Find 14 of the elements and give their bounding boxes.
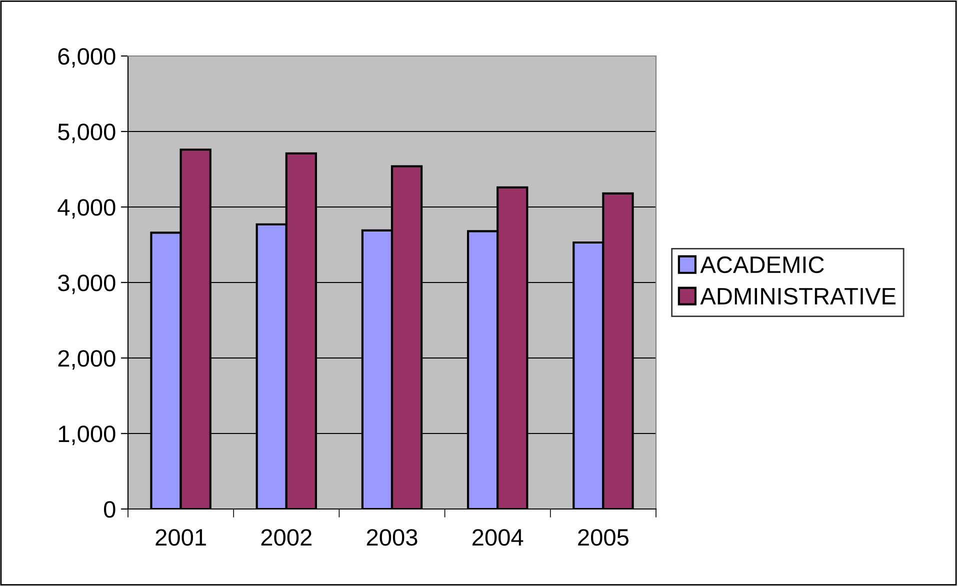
legend-label: ACADEMIC bbox=[700, 256, 824, 274]
y-tick-label: 2,000 bbox=[58, 350, 116, 370]
legend-label: ADMINISTRATIVE bbox=[700, 288, 896, 305]
y-tick-label: 3,000 bbox=[58, 274, 116, 294]
y-tick-label: 4,000 bbox=[58, 199, 116, 219]
y-tick-label: 5,000 bbox=[58, 124, 116, 144]
x-tick-label: 2002 bbox=[261, 529, 312, 546]
y-tick-label: 6,000 bbox=[58, 48, 116, 68]
y-tick-label: 0 bbox=[104, 501, 116, 518]
x-tick-label: 2005 bbox=[578, 529, 628, 546]
y-tick-label: 1,000 bbox=[58, 426, 116, 446]
x-tick-label: 2004 bbox=[472, 529, 524, 546]
x-tick-label: 2001 bbox=[156, 529, 206, 546]
x-tick-label: 2003 bbox=[366, 529, 418, 546]
